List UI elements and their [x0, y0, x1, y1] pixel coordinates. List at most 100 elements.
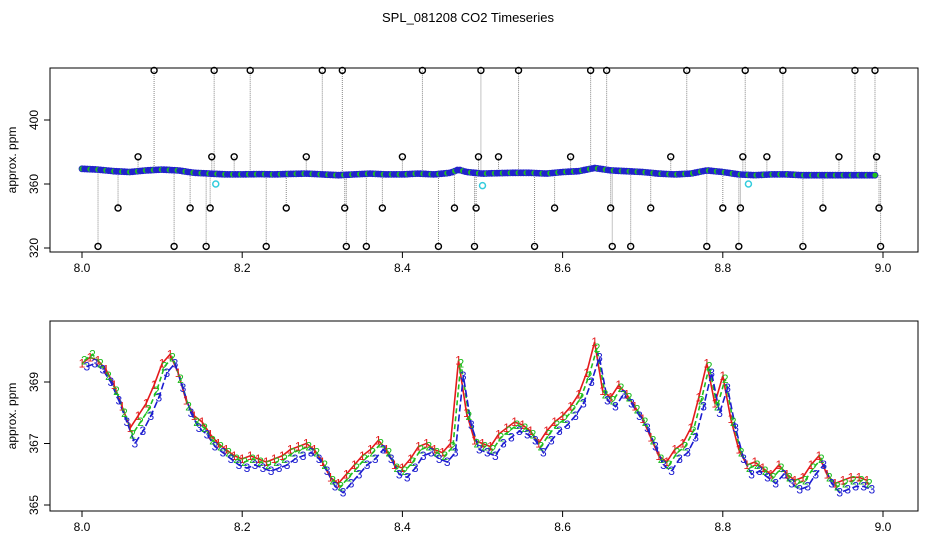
- series-2-marker: 2: [858, 473, 865, 487]
- series-3-marker: 3: [204, 427, 211, 441]
- series-3-marker: 3: [404, 470, 411, 484]
- series-1-marker: 1: [527, 424, 534, 438]
- series-2-marker: 2: [802, 473, 809, 487]
- series-1-marker: 1: [607, 390, 614, 404]
- series-3-marker: 3: [556, 424, 563, 438]
- series-2-marker: 2: [97, 357, 104, 371]
- series-3-marker: 3: [636, 409, 643, 423]
- series-1-marker: 1: [135, 409, 142, 423]
- series-3-marker: 3: [268, 464, 275, 478]
- series-3-marker: 3: [388, 452, 395, 466]
- outlier-point: [703, 242, 711, 251]
- series-1-marker: 1: [760, 461, 767, 475]
- series-1-marker: 1: [455, 353, 462, 367]
- outlier-point: [477, 66, 485, 75]
- series-1-marker: 1: [800, 470, 807, 484]
- series-2-marker: 2: [137, 415, 144, 429]
- series-3-marker: 3: [83, 360, 90, 374]
- x-tick-label: 8.2: [234, 520, 251, 534]
- outlier-point: [835, 153, 843, 161]
- series-2-marker: 2: [546, 427, 553, 441]
- series-1-marker: 1: [743, 458, 750, 472]
- smoothed-x-axis: 8.0 8.2 8.4 8.6 8.8 9.0: [74, 510, 892, 534]
- series-3-marker: 3: [860, 480, 867, 494]
- series-1-marker: 1: [631, 400, 638, 414]
- series-1-marker: 1: [247, 449, 254, 463]
- outlier-point: [94, 242, 102, 251]
- series-2-marker: 2: [305, 440, 312, 454]
- outlier-point: [418, 66, 427, 75]
- series-2-marker: 2: [361, 452, 368, 466]
- series-1-marker: 1: [583, 366, 590, 380]
- outlier-point: [741, 66, 749, 75]
- series-1-marker: 1: [503, 421, 510, 435]
- series-2-marker: 2: [81, 353, 88, 367]
- series-3-marker: 3: [516, 424, 523, 438]
- series-3-marker: 3: [612, 400, 619, 414]
- series-2-marker: 2: [161, 360, 168, 374]
- x-tick-label: 8.6: [554, 520, 571, 534]
- series-2-marker: 2: [281, 452, 288, 466]
- series-3-marker: 3: [756, 464, 763, 478]
- outlier-point: [282, 204, 290, 212]
- series-3-marker: 3: [708, 366, 715, 380]
- series-3-marker: 3: [412, 461, 419, 475]
- series-1-marker: 1: [567, 400, 574, 414]
- series-3-marker: 3: [452, 446, 459, 460]
- outlier-point: [667, 153, 675, 161]
- x-tick-label: 8.4: [394, 261, 411, 275]
- series-2-marker: 2: [562, 412, 569, 426]
- series-2-marker: 2: [353, 461, 360, 475]
- series-2-marker: 2: [345, 470, 352, 484]
- series-1-marker: 1: [711, 397, 718, 411]
- series-2-marker: 2: [594, 341, 601, 355]
- series-2-marker: 2: [129, 427, 136, 441]
- raw-plot-frame: [49, 67, 919, 253]
- series-2-marker: 2: [794, 476, 801, 490]
- series-1-marker: 1: [551, 415, 558, 429]
- y-tick-label: 320: [27, 238, 41, 258]
- series-1-marker: 1: [792, 473, 799, 487]
- series-3-marker: 3: [436, 452, 443, 466]
- series-1-marker: 1: [271, 452, 278, 466]
- series-3-marker: 3: [396, 467, 403, 481]
- series-2-marker: 2: [265, 458, 272, 472]
- series-1-marker: 1: [519, 418, 526, 432]
- outlier-point: [472, 204, 480, 212]
- series-2-marker: 2: [842, 476, 849, 490]
- series-3-marker: 3: [172, 357, 179, 371]
- outlier-point: [514, 66, 523, 75]
- series-3-marker: 3: [340, 486, 347, 500]
- flag-point: [212, 180, 220, 188]
- series-1-marker: 1: [343, 467, 350, 481]
- series-3-line: [86, 357, 873, 494]
- series-3-marker: 3: [804, 480, 811, 494]
- series-3-marker: 3: [372, 452, 379, 466]
- series-3-marker: 3: [468, 418, 475, 432]
- outlier-point: [210, 66, 218, 75]
- series-1-marker: 1: [215, 437, 222, 451]
- outlier-point: [202, 242, 210, 251]
- series-3-marker: 3: [780, 467, 787, 481]
- series-3-marker: 3: [852, 480, 859, 494]
- series-1-marker: 1: [471, 433, 478, 447]
- series-1-marker: 1: [784, 467, 791, 481]
- raw-y-axis-label: approx. ppm: [5, 127, 19, 194]
- series-3-marker: 3: [91, 357, 98, 371]
- series-3-marker: 3: [652, 440, 659, 454]
- series-2-marker: 2: [89, 347, 96, 361]
- series-2-marker: 2: [273, 455, 280, 469]
- series-2-marker: 2: [313, 446, 320, 460]
- series-2-marker: 2: [185, 400, 192, 414]
- series-1-marker: 1: [543, 424, 550, 438]
- series-3-marker: 3: [564, 418, 571, 432]
- series-2-marker: 2: [538, 440, 545, 454]
- series-1-marker: 1: [840, 473, 847, 487]
- series-2-marker: 2: [786, 470, 793, 484]
- series-1-marker: 1: [575, 387, 582, 401]
- x-tick-label: 8.4: [394, 520, 411, 534]
- series-2-marker: 2: [690, 424, 697, 438]
- series-2-marker: 2: [337, 480, 344, 494]
- series-3-marker: 3: [476, 443, 483, 457]
- series-3-marker: 3: [812, 467, 819, 481]
